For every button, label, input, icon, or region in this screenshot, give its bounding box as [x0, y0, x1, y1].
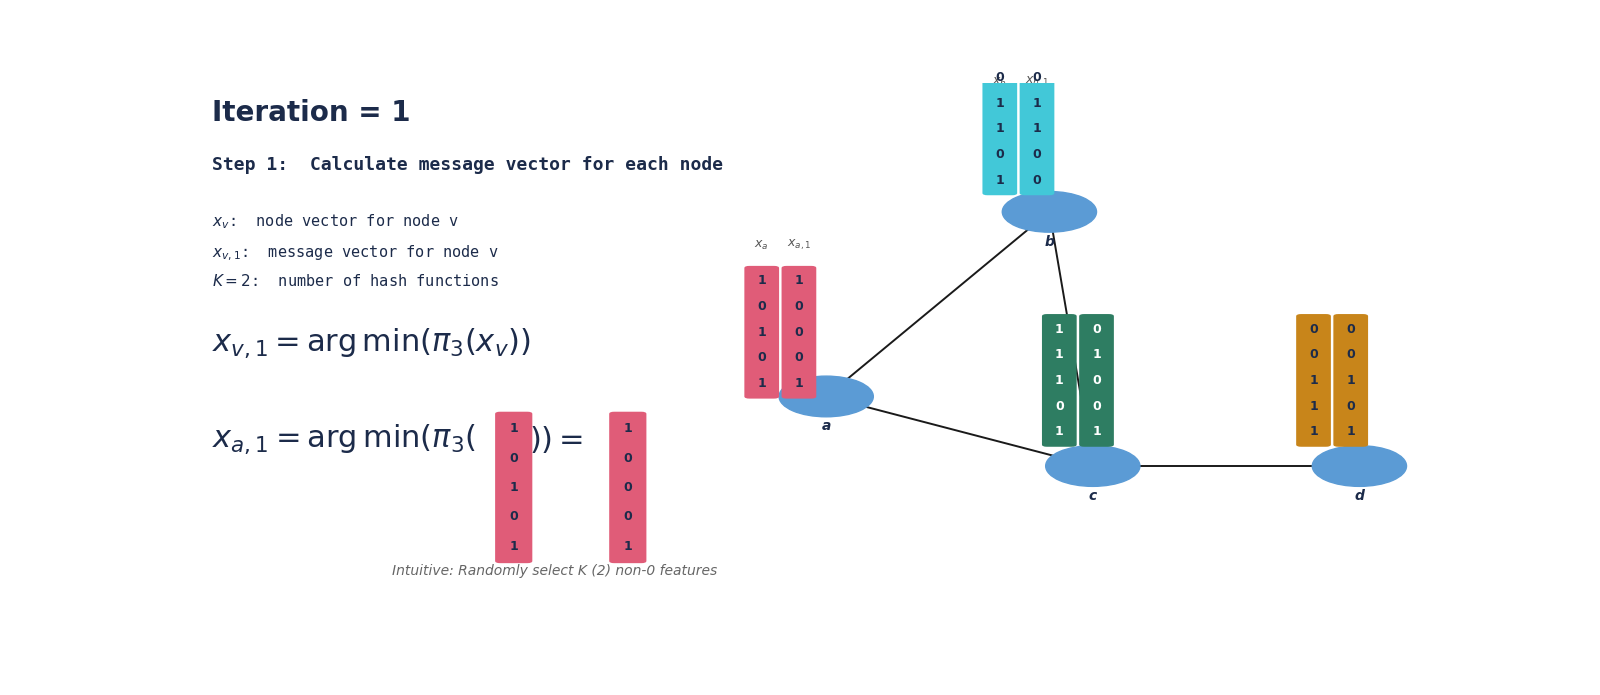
FancyBboxPatch shape [781, 266, 816, 399]
Text: 1: 1 [509, 481, 518, 494]
Circle shape [779, 376, 874, 417]
Text: 0: 0 [795, 300, 803, 313]
Text: 0: 0 [1032, 148, 1042, 161]
Text: 0: 0 [995, 71, 1005, 84]
Text: 0: 0 [757, 352, 766, 364]
Circle shape [1046, 445, 1139, 486]
Text: $)) =$: $)) =$ [528, 424, 582, 455]
Text: 1: 1 [509, 422, 518, 435]
Text: 0: 0 [1032, 71, 1042, 84]
Text: 1: 1 [995, 97, 1005, 110]
Text: 1: 1 [624, 422, 632, 435]
Text: 0: 0 [1346, 322, 1355, 336]
Text: $x_{v,1}$:  message vector for node v: $x_{v,1}$: message vector for node v [213, 244, 499, 263]
Text: 1: 1 [1032, 97, 1042, 110]
Text: 1: 1 [1346, 374, 1355, 387]
FancyBboxPatch shape [1333, 314, 1368, 447]
Text: 1: 1 [1054, 348, 1064, 361]
Text: 0: 0 [1346, 348, 1355, 361]
Text: 1: 1 [757, 275, 766, 287]
Text: 0: 0 [757, 300, 766, 313]
Text: 1: 1 [624, 540, 632, 553]
Text: 1: 1 [1032, 122, 1042, 136]
Text: 0: 0 [1093, 400, 1101, 413]
Text: 1: 1 [995, 174, 1005, 187]
Text: $x_{a,1} = \mathrm{arg\,min}(\pi_3($: $x_{a,1} = \mathrm{arg\,min}(\pi_3($ [213, 423, 477, 456]
Text: 1: 1 [1309, 400, 1318, 413]
FancyBboxPatch shape [494, 411, 533, 563]
Text: $x_{v,1} = \mathrm{arg\,min}(\pi_3(x_v))$: $x_{v,1} = \mathrm{arg\,min}(\pi_3(x_v))… [213, 327, 531, 360]
Text: 0: 0 [1309, 348, 1318, 361]
Text: b: b [1045, 235, 1054, 249]
Text: 0: 0 [1093, 322, 1101, 336]
Text: 1: 1 [757, 326, 766, 338]
Text: 1: 1 [757, 377, 766, 390]
Text: 0: 0 [509, 510, 518, 523]
Text: Iteration = 1: Iteration = 1 [213, 99, 411, 127]
Text: 1: 1 [1093, 348, 1101, 361]
Text: 0: 0 [624, 452, 632, 464]
Text: 0: 0 [1054, 400, 1064, 413]
Text: 0: 0 [509, 452, 518, 464]
FancyBboxPatch shape [1042, 314, 1077, 447]
Text: 1: 1 [795, 377, 803, 390]
Circle shape [1002, 192, 1096, 232]
Text: 1: 1 [1054, 322, 1064, 336]
Text: 0: 0 [624, 510, 632, 523]
Text: $x_a$: $x_a$ [755, 239, 770, 252]
Text: 0: 0 [795, 352, 803, 364]
Text: d: d [1355, 489, 1365, 503]
Text: 1: 1 [1093, 425, 1101, 439]
Text: 0: 0 [1346, 400, 1355, 413]
Text: 1: 1 [1309, 425, 1318, 439]
FancyBboxPatch shape [1296, 314, 1331, 447]
FancyBboxPatch shape [1019, 63, 1054, 195]
Text: 0: 0 [795, 326, 803, 338]
Text: 1: 1 [795, 275, 803, 287]
Text: 1: 1 [1054, 374, 1064, 387]
FancyBboxPatch shape [744, 266, 779, 399]
FancyBboxPatch shape [610, 411, 646, 563]
Text: c: c [1088, 489, 1098, 503]
FancyBboxPatch shape [1078, 314, 1114, 447]
Text: a: a [821, 420, 830, 434]
Circle shape [1312, 445, 1406, 486]
Text: 0: 0 [1309, 322, 1318, 336]
FancyBboxPatch shape [982, 63, 1018, 195]
Text: 0: 0 [624, 481, 632, 494]
Text: $x_b$: $x_b$ [992, 76, 1008, 89]
Text: 1: 1 [995, 122, 1005, 136]
Text: 0: 0 [1032, 174, 1042, 187]
Text: 1: 1 [1054, 425, 1064, 439]
Text: Step 1:  Calculate message vector for each node: Step 1: Calculate message vector for eac… [213, 156, 723, 174]
Text: 1: 1 [1346, 425, 1355, 439]
Text: Intuitive: Randomly select K (2) non-0 features: Intuitive: Randomly select K (2) non-0 f… [392, 564, 717, 578]
Text: $x_{b,1}$: $x_{b,1}$ [1024, 74, 1050, 89]
Text: $K = 2$:  number of hash functions: $K = 2$: number of hash functions [213, 273, 499, 289]
Text: 1: 1 [509, 540, 518, 553]
Text: 1: 1 [1309, 374, 1318, 387]
Text: 0: 0 [995, 148, 1005, 161]
Text: $x_v$:  node vector for node v: $x_v$: node vector for node v [213, 212, 459, 231]
Text: $x_{a,1}$: $x_{a,1}$ [787, 238, 811, 252]
Text: 0: 0 [1093, 374, 1101, 387]
